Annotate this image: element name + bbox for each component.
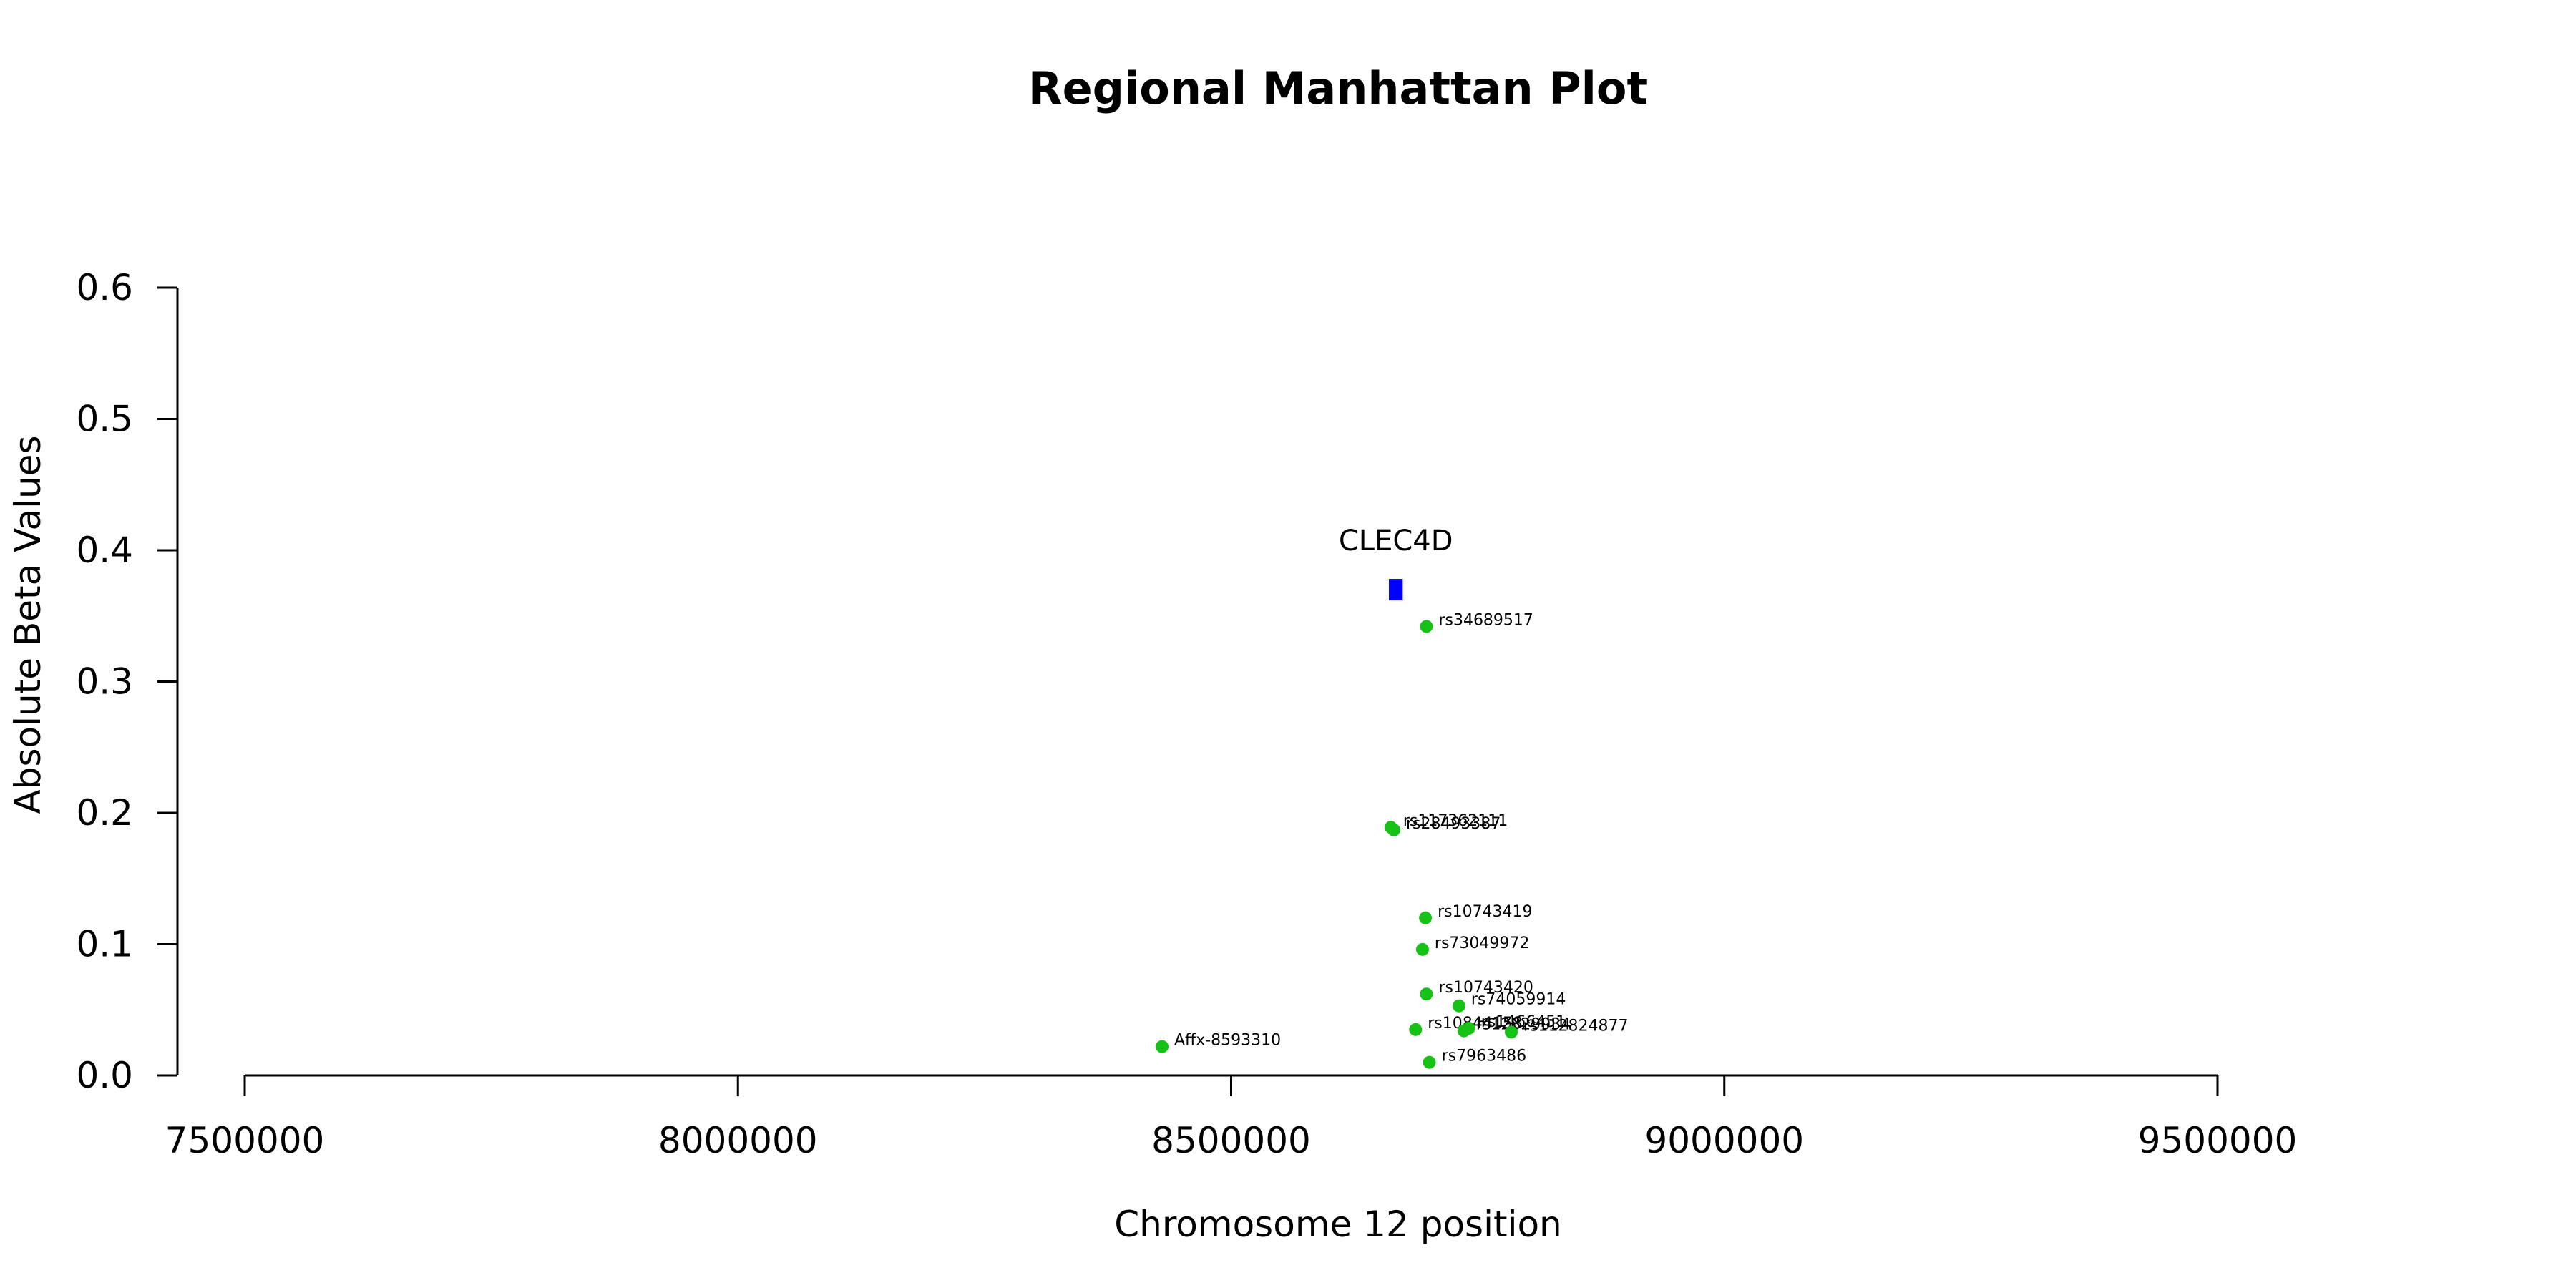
snp-point: [1419, 911, 1433, 924]
gene-label: CLEC4D: [1339, 525, 1453, 557]
y-axis-label: Absolute Beta Values: [7, 436, 49, 814]
snp-label: rs7963486: [1442, 1048, 1527, 1065]
y-tick-label: 0.4: [76, 530, 133, 571]
snp-label: rs10743420: [1438, 979, 1533, 997]
snp-label: rs117362111: [1403, 812, 1508, 830]
snp-label: rs73049972: [1435, 935, 1529, 952]
snp-label: rs28493387: [1406, 815, 1501, 833]
snp-point: [1420, 620, 1433, 633]
snp-label: rs10743419: [1438, 903, 1532, 921]
snp-point: [1409, 1023, 1423, 1036]
snp-label: rs74059914: [1471, 991, 1566, 1009]
x-tick-label: 8000000: [658, 1120, 818, 1161]
y-tick-label: 0.5: [76, 399, 133, 440]
snp-label: rs112824877: [1523, 1017, 1628, 1035]
y-tick-label: 0.6: [76, 267, 133, 308]
y-tick-label: 0.1: [76, 924, 133, 965]
x-tick-label: 7500000: [165, 1120, 325, 1161]
y-tick-label: 0.0: [76, 1055, 133, 1096]
snp-point: [1387, 823, 1400, 836]
x-tick-label: 9000000: [1644, 1120, 1804, 1161]
gene-mark: [1389, 579, 1403, 601]
x-axis-label: Chromosome 12 position: [1114, 1204, 1562, 1245]
y-tick-label: 0.2: [76, 792, 133, 834]
snp-point: [1420, 987, 1433, 1001]
snp-label: rs34689517: [1438, 611, 1533, 629]
chart-title: Regional Manhattan Plot: [1028, 62, 1648, 114]
y-axis-ticks: 0.0 0.1 0.2 0.3 0.4 0.5 0.6: [76, 267, 177, 1096]
x-tick-label: 8500000: [1151, 1120, 1311, 1161]
snp-point: [1415, 942, 1429, 956]
gene-annotations: CLEC4D: [1339, 525, 1453, 601]
x-axis-ticks: 7500000 8000000 8500000 9000000 9500000: [165, 1075, 2298, 1161]
snp-point: [1423, 1055, 1436, 1069]
snp-label: Affx-8593310: [1174, 1032, 1281, 1050]
snp-point: [1462, 1021, 1475, 1035]
snp-point: [1452, 999, 1465, 1013]
snp-point: [1504, 1025, 1518, 1039]
snp-label: rs12829934: [1476, 1016, 1571, 1034]
snp-label: rs1466451: [1481, 1013, 1566, 1031]
y-tick-label: 0.3: [76, 661, 133, 703]
snp-point: [1156, 1040, 1169, 1053]
x-tick-label: 9500000: [2138, 1120, 2298, 1161]
